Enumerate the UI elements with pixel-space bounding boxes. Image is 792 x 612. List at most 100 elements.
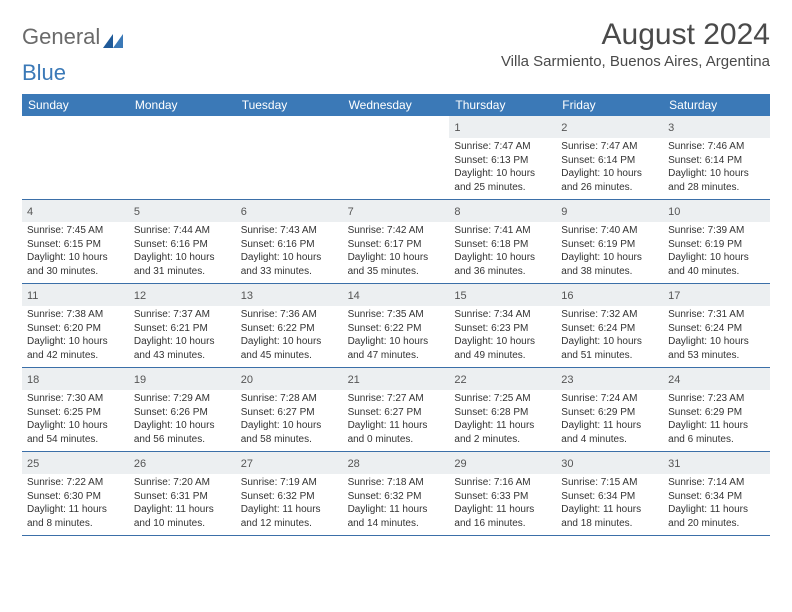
day-number: 17 bbox=[668, 290, 680, 302]
daylight-line-1: Daylight: 10 hours bbox=[668, 167, 765, 181]
sunset-line: Sunset: 6:34 PM bbox=[668, 490, 765, 504]
sunset-line: Sunset: 6:19 PM bbox=[668, 238, 765, 252]
day-number: 26 bbox=[134, 458, 146, 470]
day-cell: 17Sunrise: 7:31 AMSunset: 6:24 PMDayligh… bbox=[663, 284, 770, 367]
sunrise-line: Sunrise: 7:14 AM bbox=[668, 476, 765, 490]
sunset-line: Sunset: 6:24 PM bbox=[668, 322, 765, 336]
day-number: 29 bbox=[454, 458, 466, 470]
daylight-line-2: and 25 minutes. bbox=[454, 181, 551, 195]
day-cell: 21Sunrise: 7:27 AMSunset: 6:27 PMDayligh… bbox=[343, 368, 450, 451]
daylight-line-2: and 38 minutes. bbox=[561, 265, 658, 279]
day-number: 28 bbox=[348, 458, 360, 470]
daylight-line-2: and 35 minutes. bbox=[348, 265, 445, 279]
day-number: 8 bbox=[454, 206, 460, 218]
empty-day-cell bbox=[22, 116, 129, 199]
daylight-line-1: Daylight: 11 hours bbox=[27, 503, 124, 517]
logo-text-blue: Blue bbox=[22, 60, 66, 86]
sunrise-line: Sunrise: 7:29 AM bbox=[134, 392, 231, 406]
day-cell: 11Sunrise: 7:38 AMSunset: 6:20 PMDayligh… bbox=[22, 284, 129, 367]
logo-mark-icon bbox=[103, 28, 123, 54]
sunset-line: Sunset: 6:33 PM bbox=[454, 490, 551, 504]
day-cell: 14Sunrise: 7:35 AMSunset: 6:22 PMDayligh… bbox=[343, 284, 450, 367]
daylight-line-2: and 49 minutes. bbox=[454, 349, 551, 363]
weekday-sunday: Sunday bbox=[22, 94, 129, 116]
sunrise-line: Sunrise: 7:47 AM bbox=[454, 140, 551, 154]
sunset-line: Sunset: 6:32 PM bbox=[348, 490, 445, 504]
day-cell: 18Sunrise: 7:30 AMSunset: 6:25 PMDayligh… bbox=[22, 368, 129, 451]
daylight-line-2: and 58 minutes. bbox=[241, 433, 338, 447]
sunset-line: Sunset: 6:23 PM bbox=[454, 322, 551, 336]
daylight-line-1: Daylight: 10 hours bbox=[561, 335, 658, 349]
daylight-line-2: and 2 minutes. bbox=[454, 433, 551, 447]
day-number-row: 9 bbox=[556, 200, 663, 222]
day-cell: 9 Sunrise: 7:40 AMSunset: 6:19 PMDaylight… bbox=[556, 200, 663, 283]
month-title: August 2024 bbox=[501, 18, 770, 52]
sunset-line: Sunset: 6:17 PM bbox=[348, 238, 445, 252]
daylight-line-1: Daylight: 11 hours bbox=[134, 503, 231, 517]
sunrise-line: Sunrise: 7:44 AM bbox=[134, 224, 231, 238]
sunset-line: Sunset: 6:22 PM bbox=[241, 322, 338, 336]
daylight-line-1: Daylight: 10 hours bbox=[454, 335, 551, 349]
logo: General bbox=[22, 18, 123, 54]
sunrise-line: Sunrise: 7:46 AM bbox=[668, 140, 765, 154]
day-number: 10 bbox=[668, 206, 680, 218]
daylight-line-1: Daylight: 10 hours bbox=[454, 251, 551, 265]
calendar: Sunday Monday Tuesday Wednesday Thursday… bbox=[22, 94, 770, 536]
day-number-row: 2 bbox=[556, 116, 663, 138]
sunset-line: Sunset: 6:14 PM bbox=[668, 154, 765, 168]
day-cell: 2Sunrise: 7:47 AMSunset: 6:14 PMDaylight… bbox=[556, 116, 663, 199]
day-number-row: 14 bbox=[343, 284, 450, 306]
day-cell: 3Sunrise: 7:46 AMSunset: 6:14 PMDaylight… bbox=[663, 116, 770, 199]
sunset-line: Sunset: 6:19 PM bbox=[561, 238, 658, 252]
day-number: 19 bbox=[134, 374, 146, 386]
day-number-row: 15 bbox=[449, 284, 556, 306]
week-row: 11Sunrise: 7:38 AMSunset: 6:20 PMDayligh… bbox=[22, 284, 770, 368]
daylight-line-1: Daylight: 10 hours bbox=[241, 419, 338, 433]
day-number-row: 5 bbox=[129, 200, 236, 222]
sunset-line: Sunset: 6:31 PM bbox=[134, 490, 231, 504]
day-number-row: 24 bbox=[663, 368, 770, 390]
daylight-line-2: and 14 minutes. bbox=[348, 517, 445, 531]
sunrise-line: Sunrise: 7:35 AM bbox=[348, 308, 445, 322]
day-number-row: 10 bbox=[663, 200, 770, 222]
daylight-line-1: Daylight: 11 hours bbox=[348, 503, 445, 517]
sunset-line: Sunset: 6:24 PM bbox=[561, 322, 658, 336]
weekday-wednesday: Wednesday bbox=[343, 94, 450, 116]
day-number-row: 7 bbox=[343, 200, 450, 222]
sunset-line: Sunset: 6:32 PM bbox=[241, 490, 338, 504]
day-cell: 23Sunrise: 7:24 AMSunset: 6:29 PMDayligh… bbox=[556, 368, 663, 451]
weekday-monday: Monday bbox=[129, 94, 236, 116]
weekday-saturday: Saturday bbox=[663, 94, 770, 116]
empty-day-cell bbox=[343, 116, 450, 199]
daylight-line-2: and 45 minutes. bbox=[241, 349, 338, 363]
daylight-line-1: Daylight: 10 hours bbox=[561, 251, 658, 265]
day-number-row: 27 bbox=[236, 452, 343, 474]
day-cell: 13Sunrise: 7:36 AMSunset: 6:22 PMDayligh… bbox=[236, 284, 343, 367]
daylight-line-1: Daylight: 10 hours bbox=[241, 335, 338, 349]
day-number: 14 bbox=[348, 290, 360, 302]
weekday-header-row: Sunday Monday Tuesday Wednesday Thursday… bbox=[22, 94, 770, 116]
day-number: 1 bbox=[454, 122, 460, 134]
daylight-line-2: and 28 minutes. bbox=[668, 181, 765, 195]
day-cell: 8Sunrise: 7:41 AMSunset: 6:18 PMDaylight… bbox=[449, 200, 556, 283]
week-row: 4Sunrise: 7:45 AMSunset: 6:15 PMDaylight… bbox=[22, 200, 770, 284]
day-number-row: 23 bbox=[556, 368, 663, 390]
day-number-row: 13 bbox=[236, 284, 343, 306]
sunrise-line: Sunrise: 7:16 AM bbox=[454, 476, 551, 490]
sunrise-line: Sunrise: 7:40 AM bbox=[561, 224, 658, 238]
sunset-line: Sunset: 6:26 PM bbox=[134, 406, 231, 420]
day-number: 5 bbox=[134, 206, 140, 218]
day-number-row: 17 bbox=[663, 284, 770, 306]
daylight-line-1: Daylight: 10 hours bbox=[27, 251, 124, 265]
sunset-line: Sunset: 6:15 PM bbox=[27, 238, 124, 252]
day-number: 20 bbox=[241, 374, 253, 386]
day-number-row: 21 bbox=[343, 368, 450, 390]
week-row: 25Sunrise: 7:22 AMSunset: 6:30 PMDayligh… bbox=[22, 452, 770, 536]
sunset-line: Sunset: 6:27 PM bbox=[348, 406, 445, 420]
day-cell: 4Sunrise: 7:45 AMSunset: 6:15 PMDaylight… bbox=[22, 200, 129, 283]
day-cell: 28Sunrise: 7:18 AMSunset: 6:32 PMDayligh… bbox=[343, 452, 450, 535]
sunrise-line: Sunrise: 7:25 AM bbox=[454, 392, 551, 406]
sunrise-line: Sunrise: 7:31 AM bbox=[668, 308, 765, 322]
sunset-line: Sunset: 6:13 PM bbox=[454, 154, 551, 168]
daylight-line-2: and 54 minutes. bbox=[27, 433, 124, 447]
